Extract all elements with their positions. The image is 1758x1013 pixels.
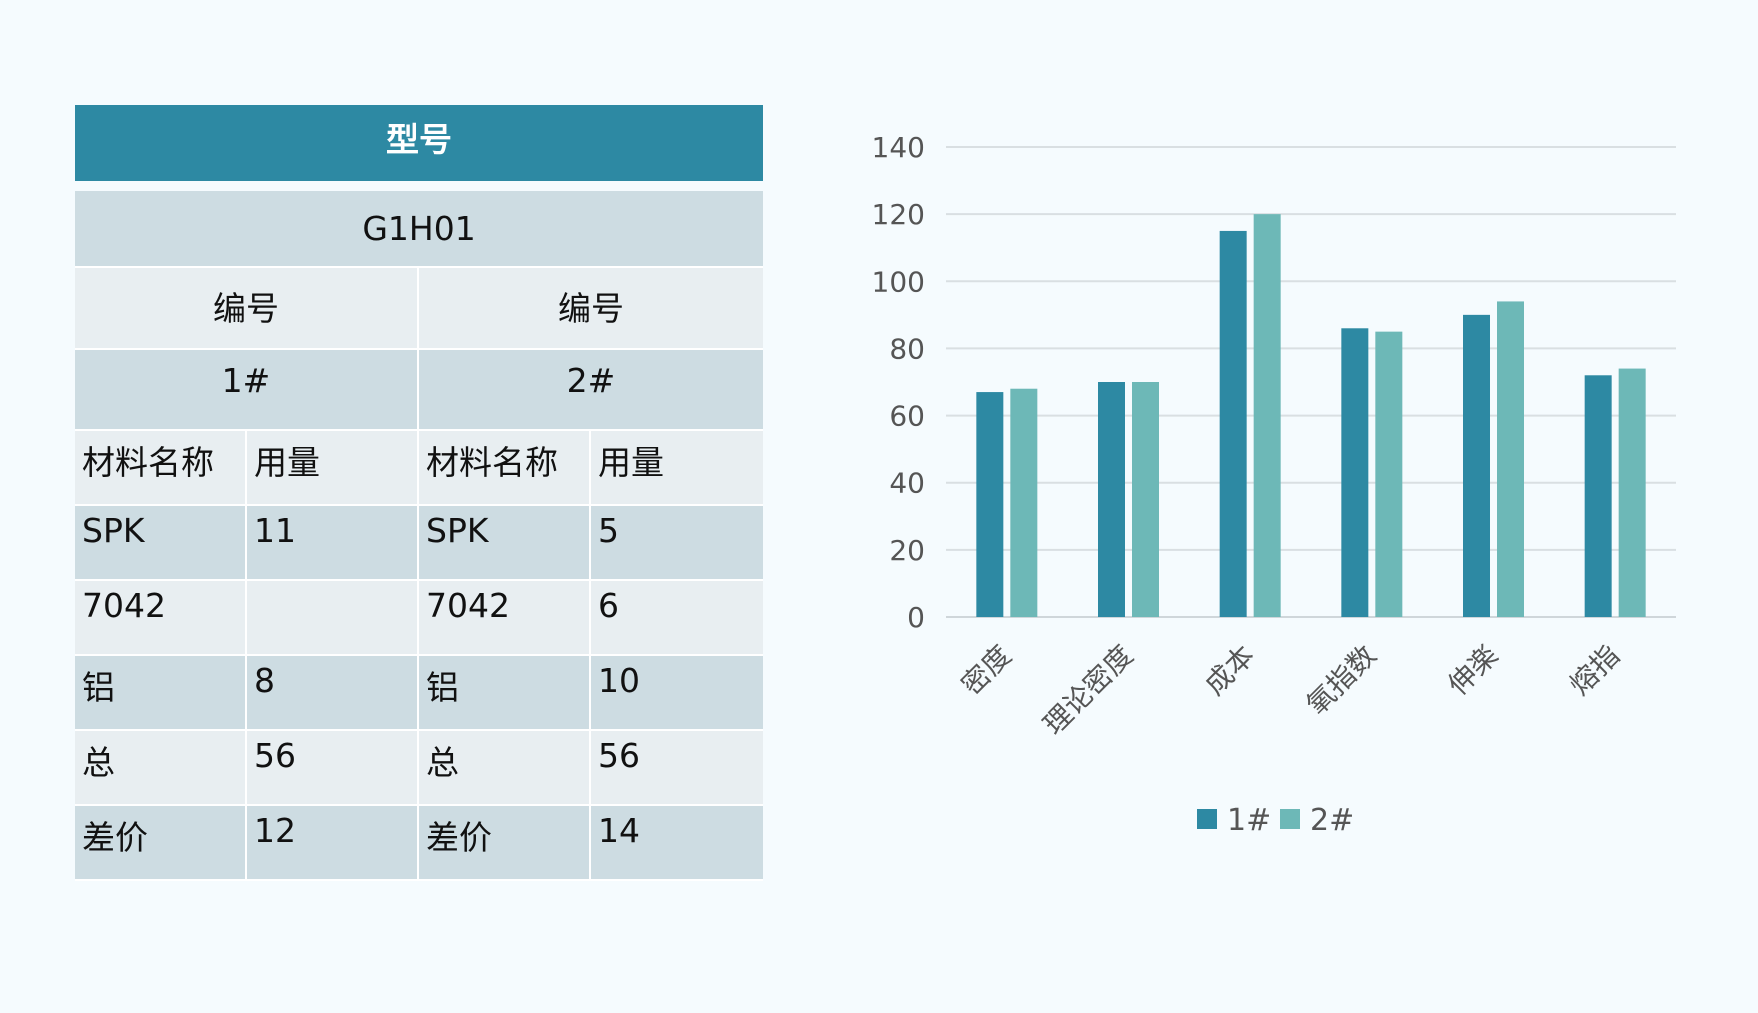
model-row: G1H01 [75, 191, 763, 268]
table-row: 总 56 总 56 [75, 731, 763, 806]
amount-cell [247, 581, 419, 656]
bar-2-4 [1497, 301, 1524, 617]
x-category-label: 伸楽 [1442, 639, 1505, 702]
material-cell: SPK [419, 506, 591, 581]
y-tick-label: 140 [872, 131, 925, 164]
spec-table: 型号 G1H01 编号 编号 1# 2# 材料名称 用量 材料名称 用量 SPK… [75, 105, 763, 881]
y-tick-label: 120 [872, 198, 925, 231]
material-cell: 总 [419, 731, 591, 806]
number-header-right: 编号 [419, 268, 763, 350]
table-row: SPK 11 SPK 5 [75, 506, 763, 581]
material-cell: 差价 [75, 806, 247, 881]
bar-1-0 [976, 392, 1004, 617]
amount-cell: 5 [591, 506, 763, 581]
x-category-label: 理论密度 [1037, 639, 1140, 742]
material-cell: 铝 [75, 656, 247, 731]
col-header-material-1: 材料名称 [75, 431, 247, 506]
material-cell: 7042 [419, 581, 591, 656]
amount-cell: 11 [247, 506, 419, 581]
table-title-row: 型号 [75, 105, 763, 191]
number-header-left: 编号 [75, 268, 419, 350]
bar-2-5 [1618, 368, 1646, 617]
col-header-material-2: 材料名称 [419, 431, 591, 506]
material-cell: 差价 [419, 806, 591, 881]
amount-cell: 10 [591, 656, 763, 731]
bar-1-3 [1341, 328, 1369, 617]
x-category-label: 密度 [955, 639, 1018, 702]
bar-2-2 [1253, 214, 1281, 617]
amount-cell: 14 [591, 806, 763, 881]
bar-1-4 [1463, 314, 1490, 617]
material-cell: 铝 [419, 656, 591, 731]
table-row: 差价 12 差价 14 [75, 806, 763, 881]
table-row: 铝 8 铝 10 [75, 656, 763, 731]
material-cell: 总 [75, 731, 247, 806]
material-cell: 7042 [75, 581, 247, 656]
legend-label: 2# [1310, 803, 1354, 838]
y-tick-label: 100 [872, 265, 925, 298]
x-category-label: 氧指数 [1300, 639, 1383, 722]
bar-1-1 [1098, 382, 1125, 617]
code-left: 1# [75, 350, 419, 431]
bar-1-5 [1584, 375, 1612, 617]
bar-2-3 [1375, 331, 1403, 617]
amount-cell: 6 [591, 581, 763, 656]
bar-2-1 [1132, 382, 1159, 617]
amount-cell: 56 [591, 731, 763, 806]
legend-swatch [1280, 809, 1300, 829]
column-header-row: 材料名称 用量 材料名称 用量 [75, 431, 763, 506]
code-right: 2# [419, 350, 763, 431]
code-row: 1# 2# [75, 350, 763, 431]
material-cell: SPK [75, 506, 247, 581]
bar-2-0 [1010, 388, 1038, 617]
col-header-amount-2: 用量 [591, 431, 763, 506]
model-code: G1H01 [75, 191, 763, 268]
legend-label: 1# [1227, 803, 1271, 838]
col-header-amount-1: 用量 [247, 431, 419, 506]
amount-cell: 8 [247, 656, 419, 731]
bar-1-2 [1219, 230, 1247, 617]
y-tick-label: 0 [907, 601, 925, 634]
amount-cell: 56 [247, 731, 419, 806]
y-tick-label: 40 [889, 467, 925, 500]
table-row: 7042 7042 6 [75, 581, 763, 656]
x-category-label: 成本 [1198, 639, 1261, 702]
y-tick-label: 20 [889, 534, 925, 567]
y-tick-label: 60 [889, 400, 925, 433]
x-category-label: 熔指 [1563, 639, 1626, 702]
y-tick-label: 80 [889, 332, 925, 365]
amount-cell: 12 [247, 806, 419, 881]
table-title: 型号 [75, 105, 763, 191]
legend-swatch [1197, 809, 1217, 829]
number-header-row: 编号 编号 [75, 268, 763, 350]
